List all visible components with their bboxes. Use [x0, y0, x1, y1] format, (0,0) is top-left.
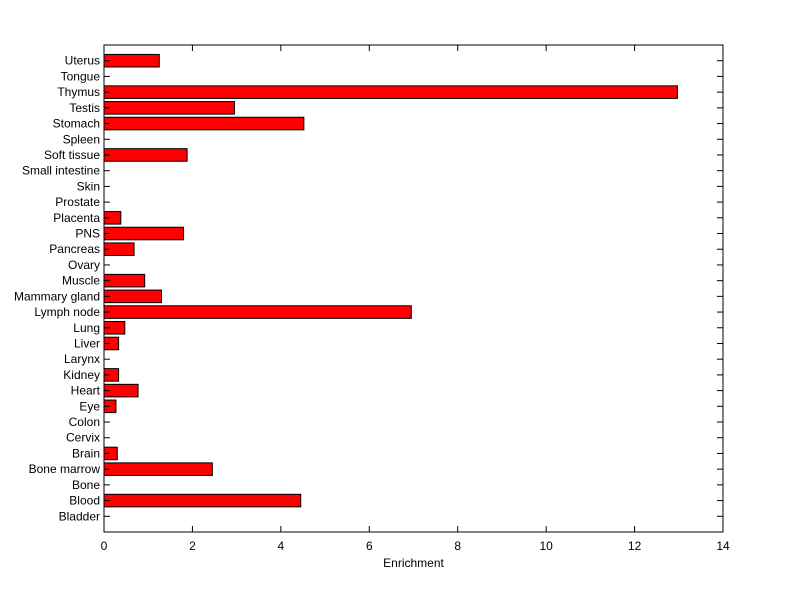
bars	[103, 53, 678, 508]
x-tick-label: 0	[101, 539, 108, 553]
y-tick-label-bladder: Bladder	[59, 509, 100, 523]
y-tick-label-lymph-node: Lymph node	[34, 305, 100, 319]
y-tick-label-skin: Skin	[77, 179, 100, 193]
x-tick-label: 2	[189, 539, 196, 553]
x-tick-label: 8	[454, 539, 461, 553]
y-tick-label-placenta: Placenta	[53, 211, 100, 225]
y-tick-label-soft-tissue: Soft tissue	[44, 148, 100, 162]
y-tick-label-stomach: Stomach	[53, 117, 100, 131]
y-tick-label-cervix: Cervix	[66, 431, 100, 445]
bar-thymus	[103, 85, 678, 99]
y-tick-label-colon: Colon	[69, 415, 100, 429]
bar-stomach	[103, 116, 305, 131]
bar-soft-tissue	[103, 148, 188, 162]
y-tick-label-thymus: Thymus	[57, 85, 100, 99]
x-tick-label: 4	[278, 539, 285, 553]
bar-uterus	[103, 53, 160, 68]
y-tick-label-brain: Brain	[72, 446, 100, 460]
bar-mammary-gland	[103, 289, 162, 304]
bar-muscle	[103, 273, 146, 288]
x-tick-label: 6	[366, 539, 373, 553]
y-tick-label-prostate: Prostate	[55, 195, 100, 209]
x-tick-label: 12	[628, 539, 642, 553]
y-tick-label-uterus: Uterus	[65, 54, 100, 68]
y-tick-label-kidney: Kidney	[63, 368, 100, 382]
y-tick-label-ovary: Ovary	[68, 258, 100, 272]
y-tick-label-pancreas: Pancreas	[49, 242, 100, 256]
y-tick-label-bone: Bone	[72, 478, 100, 492]
plot-frame	[103, 44, 724, 533]
y-tick-label-mammary-gland: Mammary gland	[14, 289, 100, 303]
bar-lymph-node	[103, 305, 412, 319]
x-tick-label: 10	[539, 539, 553, 553]
x-axis-label: Enrichment	[383, 556, 444, 570]
y-tick-label-pns: PNS	[75, 227, 100, 241]
y-tick-label-larynx: Larynx	[64, 352, 100, 366]
y-tick-label-tongue: Tongue	[61, 69, 101, 83]
y-tick-label-liver: Liver	[74, 336, 100, 350]
x-tick-label: 14	[716, 539, 730, 553]
y-tick-label-muscle: Muscle	[62, 274, 100, 288]
bar-bone-marrow	[103, 462, 213, 476]
bar-pns	[103, 226, 185, 241]
y-tick-label-spleen: Spleen	[63, 132, 100, 146]
bar-blood	[103, 493, 302, 508]
bar-testis	[103, 101, 235, 115]
y-tick-label-bone-marrow: Bone marrow	[29, 462, 101, 476]
y-tick-label-lung: Lung	[73, 321, 100, 335]
y-tick-label-eye: Eye	[79, 399, 100, 413]
x-axis-ticks: 0 2 4 6 8 10 12 14	[101, 45, 730, 553]
y-tick-label-blood: Blood	[69, 494, 100, 508]
y-tick-label-heart: Heart	[71, 384, 101, 398]
y-tick-label-small-intestine: Small intestine	[22, 164, 100, 178]
y-tick-label-testis: Testis	[69, 101, 100, 115]
